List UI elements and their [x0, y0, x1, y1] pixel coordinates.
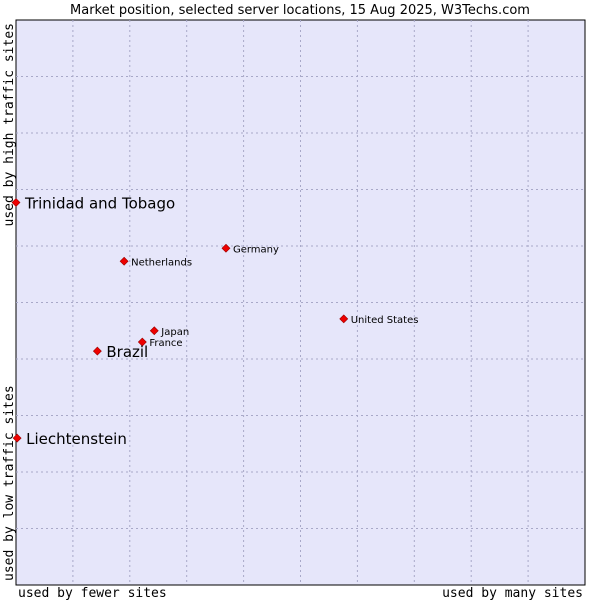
point-liechtenstein: Liechtenstein: [12, 430, 127, 448]
point-netherlands: Netherlands: [119, 256, 192, 268]
point-marker-netherlands: [119, 256, 129, 266]
point-marker-japan: [149, 326, 159, 336]
y-axis-label-bottom: used by low traffic sites: [2, 385, 17, 581]
y-axis-label-top: used by high traffic sites: [2, 23, 17, 227]
x-axis-label-left: used by fewer sites: [18, 586, 167, 600]
point-label-trinidad-and-tobago: Trinidad and Tobago: [24, 194, 175, 212]
point-trinidad-and-tobago: Trinidad and Tobago: [11, 194, 175, 212]
point-marker-liechtenstein: [12, 433, 22, 443]
point-france: France: [137, 337, 183, 349]
chart-title: Market position, selected server locatio…: [70, 3, 530, 18]
point-marker-trinidad-and-tobago: [11, 198, 21, 207]
point-united-states: United States: [339, 314, 419, 326]
point-label-liechtenstein: Liechtenstein: [26, 430, 127, 448]
point-japan: Japan: [149, 326, 189, 338]
point-label-france: France: [149, 338, 182, 349]
point-marker-germany: [221, 243, 231, 253]
point-brazil: Brazil: [92, 343, 148, 361]
point-label-united-states: United States: [351, 315, 419, 326]
point-label-japan: Japan: [160, 327, 189, 338]
x-axis-label-right: used by many sites: [442, 586, 583, 600]
point-label-brazil: Brazil: [106, 343, 148, 361]
point-marker-united-states: [339, 314, 349, 324]
data-points: Trinidad and Tobago Germany Netherlands Uni…: [11, 194, 419, 448]
grid-lines: [16, 20, 585, 585]
point-germany: Germany: [221, 243, 279, 255]
point-label-germany: Germany: [233, 244, 279, 255]
point-marker-france: [137, 337, 147, 347]
point-marker-brazil: [92, 346, 102, 356]
point-label-netherlands: Netherlands: [131, 257, 192, 268]
